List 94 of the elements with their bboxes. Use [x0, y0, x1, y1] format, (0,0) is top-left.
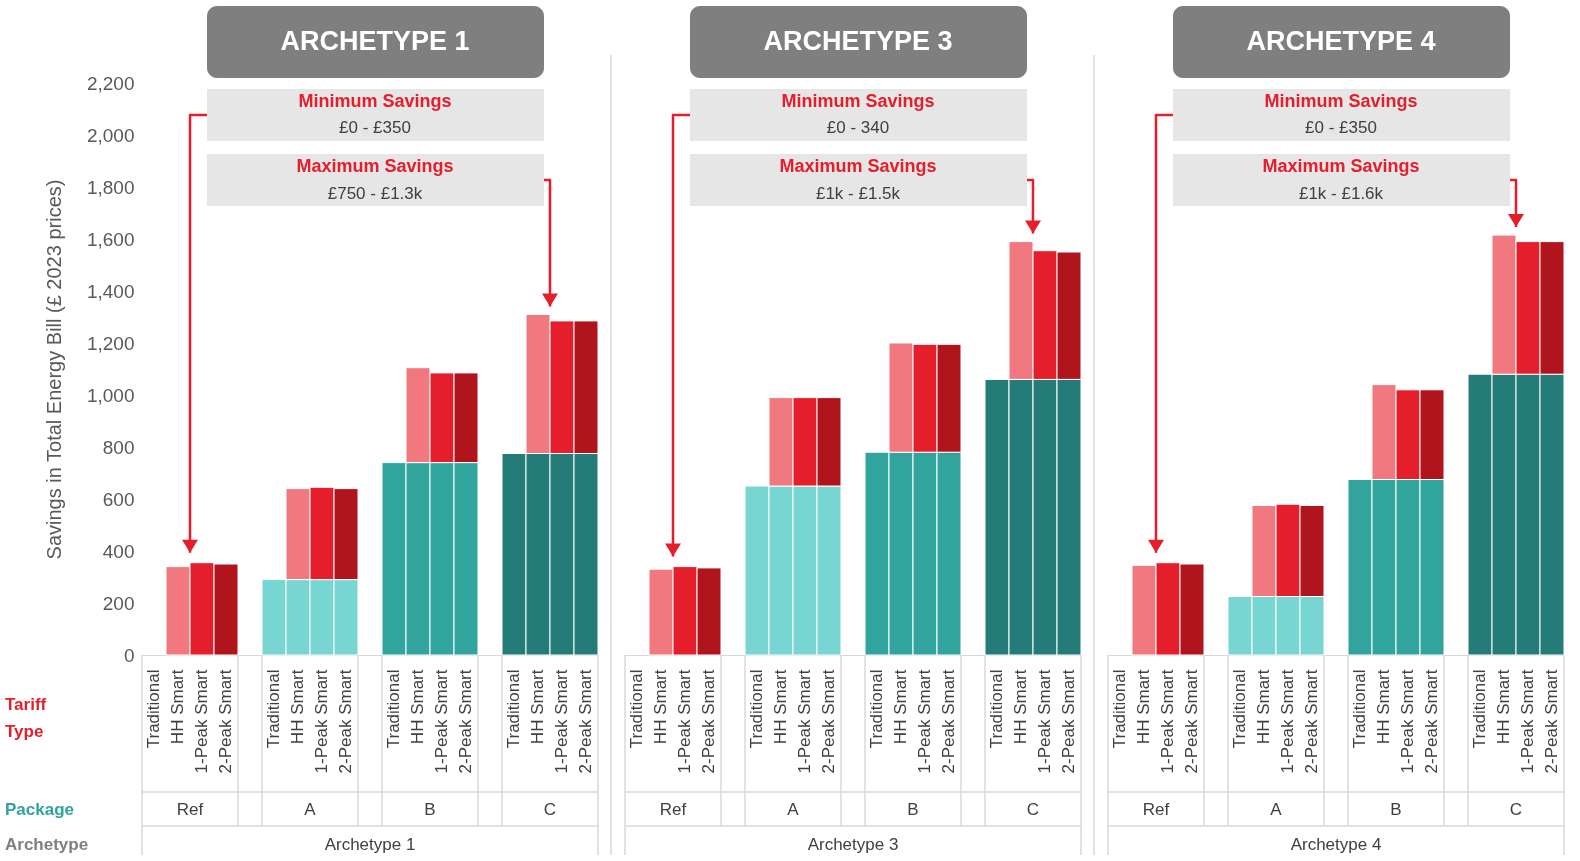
x-tick-label: 1-Peak Smart [1398, 669, 1417, 774]
annotation: £0 - 340 [826, 118, 890, 137]
text: A [1270, 800, 1283, 819]
text: B [907, 800, 919, 819]
text: Tariff Type [5, 695, 47, 741]
y-tick-label: 600 [102, 488, 135, 510]
x-tick-label: Traditional [747, 669, 766, 749]
x-tick-label: 2-Peak Smart [699, 669, 718, 774]
annotation: Minimum Savings [298, 91, 452, 111]
text: B [1390, 800, 1402, 819]
y-tick-label: 1,200 [86, 332, 135, 354]
y-tick-label: 2,000 [86, 124, 135, 146]
x-tick-label: HH Smart [1254, 669, 1273, 745]
x-tick-label: 1-Peak Smart [1278, 669, 1297, 774]
x-tick-label: 2-Peak Smart [1302, 669, 1321, 774]
x-tick-label: 1-Peak Smart [1158, 669, 1177, 774]
annotation: £0 - £350 [339, 118, 411, 137]
y-axis-title: Savings in Total Energy Bill (£ 2023 prices) [42, 179, 65, 560]
x-tick-label: 2-Peak Smart [1422, 669, 1441, 774]
y-tick-label: 800 [102, 436, 135, 458]
x-tick-label: HH Smart [1374, 669, 1393, 745]
text: Package [5, 800, 74, 819]
x-tick-label: HH Smart [408, 669, 427, 745]
x-tick-label: HH Smart [1134, 669, 1153, 745]
x-tick-label: HH Smart [1494, 669, 1513, 745]
x-tick-label: 1-Peak Smart [675, 669, 694, 774]
y-tick-label: 1,600 [86, 228, 135, 250]
x-tick-label: 2-Peak Smart [1182, 669, 1201, 774]
x-tick-label: Traditional [504, 669, 523, 749]
x-tick-label: Traditional [1110, 669, 1129, 749]
x-tick-label: 1-Peak Smart [1035, 669, 1054, 774]
x-tick-label: HH Smart [288, 669, 307, 745]
x-tick-label: HH Smart [168, 669, 187, 745]
chart-title: ARCHETYPE 4 [1246, 26, 1436, 56]
x-tick-label: HH Smart [528, 669, 547, 745]
y-tick-label: 200 [102, 592, 135, 614]
text: Ref [659, 800, 687, 819]
x-tick-label: 2-Peak Smart [1542, 669, 1561, 774]
text: A [787, 800, 800, 819]
annotation: Minimum Savings [1264, 91, 1418, 111]
annotation: £1k - £1.6k [1298, 184, 1384, 203]
text: B [424, 800, 436, 819]
x-tick-label: Traditional [987, 669, 1006, 749]
y-tick-label: 1,400 [86, 280, 135, 302]
x-tick-label: 1-Peak Smart [312, 669, 331, 774]
x-tick-label: HH Smart [771, 669, 790, 745]
x-tick-label: Traditional [144, 669, 163, 749]
x-tick-label: 1-Peak Smart [1518, 669, 1537, 774]
annotation: Maximum Savings [779, 156, 937, 176]
chart-title: ARCHETYPE 1 [280, 26, 470, 56]
x-tick-label: 1-Peak Smart [795, 669, 814, 774]
annotation: £1k - £1.5k [815, 184, 901, 203]
y-tick-label: 1,800 [86, 176, 135, 198]
y-tick-label: 2,200 [86, 72, 135, 94]
x-tick-label: 2-Peak Smart [336, 669, 355, 774]
annotation: Maximum Savings [1262, 156, 1420, 176]
x-tick-label: Traditional [1470, 669, 1489, 749]
text: C [543, 800, 557, 819]
x-tick-label: 2-Peak Smart [1059, 669, 1078, 774]
text: Ref [176, 800, 204, 819]
x-tick-label: HH Smart [651, 669, 670, 745]
x-tick-label: 2-Peak Smart [576, 669, 595, 774]
y-tick-label: 400 [102, 540, 135, 562]
x-tick-label: 2-Peak Smart [456, 669, 475, 774]
text: Archetype [5, 835, 89, 854]
x-tick-label: 1-Peak Smart [552, 669, 571, 774]
text: Archetype 4 [1290, 835, 1382, 854]
x-tick-label: Traditional [627, 669, 646, 749]
annotation: Maximum Savings [296, 156, 454, 176]
x-tick-label: Traditional [264, 669, 283, 749]
x-tick-label: HH Smart [891, 669, 910, 745]
x-tick-label: 2-Peak Smart [216, 669, 235, 774]
x-tick-label: Traditional [384, 669, 403, 749]
text: Ref [1142, 800, 1170, 819]
annotation: £750 - £1.3k [327, 184, 423, 203]
annotation: £0 - £350 [1305, 118, 1377, 137]
x-tick-label: 1-Peak Smart [915, 669, 934, 774]
x-tick-label: 2-Peak Smart [939, 669, 958, 774]
text: C [1026, 800, 1040, 819]
text: Archetype 3 [807, 835, 899, 854]
text: C [1509, 800, 1523, 819]
chart-title: ARCHETYPE 3 [763, 26, 953, 56]
x-tick-label: Traditional [1230, 669, 1249, 749]
x-tick-label: HH Smart [1011, 669, 1030, 745]
text: Archetype 1 [324, 835, 416, 854]
y-tick-label: 1,000 [86, 384, 135, 406]
x-tick-label: Traditional [1350, 669, 1369, 749]
y-tick-label: 0 [123, 644, 135, 666]
x-tick-label: 1-Peak Smart [432, 669, 451, 774]
x-tick-label: Traditional [867, 669, 886, 749]
annotation: Minimum Savings [781, 91, 935, 111]
x-tick-label: 2-Peak Smart [819, 669, 838, 774]
text: A [304, 800, 317, 819]
x-tick-label: 1-Peak Smart [192, 669, 211, 774]
